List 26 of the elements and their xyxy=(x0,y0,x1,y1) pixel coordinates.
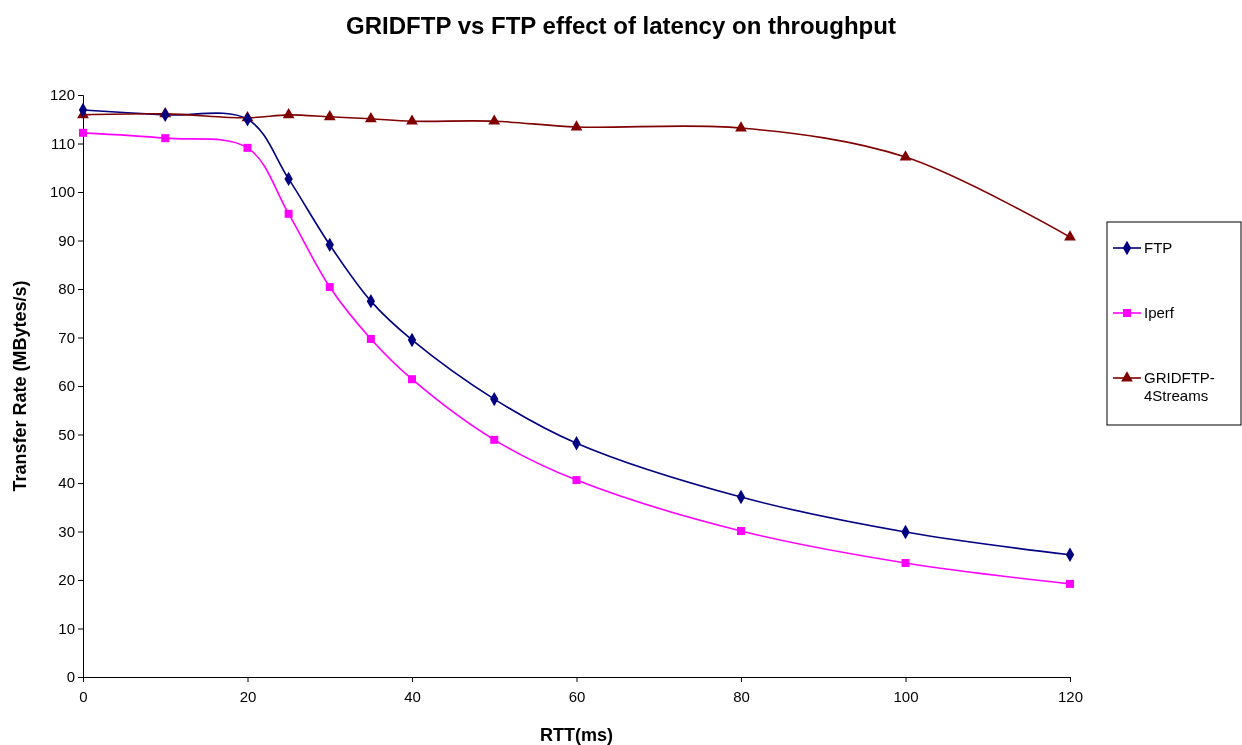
x-axis-title: RTT(ms) xyxy=(540,725,613,745)
x-tick-label: 80 xyxy=(733,687,750,705)
y-tick-label: 50 xyxy=(58,425,75,443)
y-tick-label: 120 xyxy=(49,86,75,104)
x-tick-label: 120 xyxy=(1057,687,1084,705)
x-tick-label: 100 xyxy=(893,687,919,705)
y-tick-label: 0 xyxy=(66,668,75,686)
x-tick-label: 20 xyxy=(239,687,257,705)
legend-label: GRIDFTP-4Streams xyxy=(1144,369,1215,404)
y-tick-label: 100 xyxy=(49,183,75,201)
y-tick-label: 90 xyxy=(58,231,75,249)
y-tick-label: 30 xyxy=(58,522,75,540)
x-tick-label: 60 xyxy=(568,687,586,705)
y-tick-label: 80 xyxy=(58,280,75,298)
y-tick-label: 40 xyxy=(58,474,75,492)
y-tick-label: 70 xyxy=(58,328,75,346)
y-tick-label: 20 xyxy=(58,571,75,589)
x-tick-label: 0 xyxy=(79,687,88,705)
chart-title: GRIDFTP vs FTP effect of latency on throughput xyxy=(346,12,896,39)
y-axis-title: Transfer Rate (MBytes/s) xyxy=(10,280,30,492)
legend-label: FTP xyxy=(1144,239,1173,256)
x-tick-label: 40 xyxy=(404,687,421,705)
legend-label: Iperf xyxy=(1144,304,1175,321)
y-tick-label: 110 xyxy=(51,134,75,152)
y-tick-label: 60 xyxy=(58,377,75,395)
y-tick-label: 10 xyxy=(58,619,75,637)
